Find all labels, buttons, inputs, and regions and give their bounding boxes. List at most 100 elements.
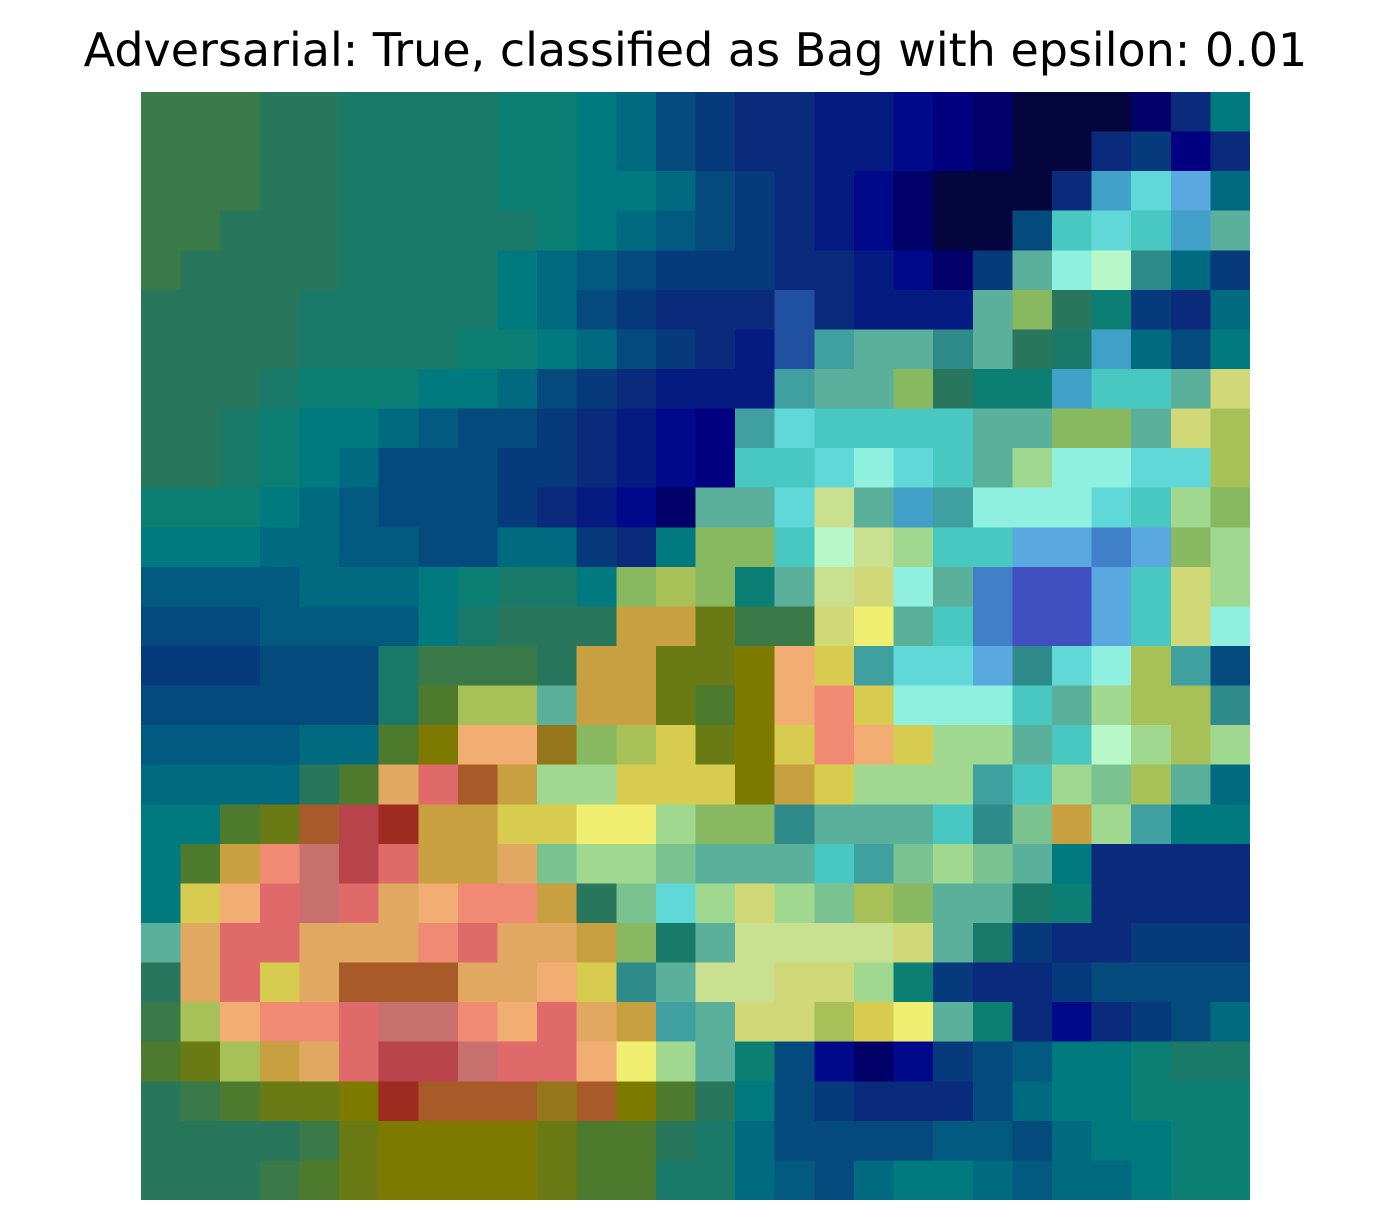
pixel-cell: [220, 567, 260, 607]
pixel-cell: [141, 527, 181, 567]
pixel-cell: [696, 725, 736, 765]
pixel-cell: [933, 250, 973, 290]
pixel-cell: [854, 1002, 894, 1042]
pixel-cell: [1171, 844, 1211, 884]
pixel-cell: [1092, 725, 1132, 765]
pixel-cell: [141, 132, 181, 172]
pixel-cell: [933, 606, 973, 646]
pixel-cell: [1210, 1002, 1250, 1042]
pixel-cell: [1092, 1042, 1132, 1082]
pixel-cell: [1092, 171, 1132, 211]
pixel-cell: [656, 132, 696, 172]
pixel-cell: [497, 804, 537, 844]
pixel-cell: [616, 211, 656, 251]
pixel-cell: [299, 369, 339, 409]
pixel-cell: [1210, 1081, 1250, 1121]
pixel-cell: [299, 804, 339, 844]
pixel-cell: [299, 844, 339, 884]
pixel-cell: [1171, 369, 1211, 409]
pixel-cell: [1052, 1042, 1092, 1082]
pixel-cell: [1131, 329, 1171, 369]
pixel-cell: [894, 1081, 934, 1121]
pixel-cell: [894, 171, 934, 211]
pixel-cell: [181, 369, 221, 409]
pixel-cell: [220, 1081, 260, 1121]
pixel-cell: [339, 171, 379, 211]
pixel-cell: [418, 686, 458, 726]
pixel-cell: [1052, 1002, 1092, 1042]
pixel-cell: [458, 804, 498, 844]
pixel-cell: [220, 1042, 260, 1082]
pixel-cell: [1012, 725, 1052, 765]
pixel-cell: [696, 369, 736, 409]
pixel-cell: [1092, 369, 1132, 409]
pixel-cell: [299, 448, 339, 488]
pixel-cell: [735, 250, 775, 290]
pixel-cell: [1131, 527, 1171, 567]
pixel-cell: [181, 329, 221, 369]
pixel-cell: [299, 527, 339, 567]
pixel-cell: [577, 1002, 617, 1042]
pixel-cell: [973, 92, 1013, 132]
pixel-cell: [616, 448, 656, 488]
pixel-cell: [735, 211, 775, 251]
pixel-cell: [537, 844, 577, 884]
pixel-cell: [696, 1002, 736, 1042]
pixel-cell: [616, 844, 656, 884]
pixel-cell: [141, 883, 181, 923]
pixel-cell: [656, 725, 696, 765]
pixel-cell: [775, 488, 815, 528]
pixel-cell: [1131, 171, 1171, 211]
pixel-cell: [260, 1160, 300, 1200]
pixel-cell: [656, 1160, 696, 1200]
pixel-cell: [577, 329, 617, 369]
pixel-cell: [141, 1081, 181, 1121]
pixel-cell: [1052, 765, 1092, 805]
pixel-cell: [577, 369, 617, 409]
pixel-cell: [1171, 567, 1211, 607]
pixel-cell: [775, 329, 815, 369]
pixelated-image: [141, 92, 1250, 1200]
pixel-cell: [181, 171, 221, 211]
pixel-cell: [260, 290, 300, 330]
pixel-cell: [458, 369, 498, 409]
pixel-cell: [616, 1042, 656, 1082]
pixel-cell: [339, 567, 379, 607]
pixel-cell: [458, 488, 498, 528]
pixel-cell: [1210, 409, 1250, 449]
pixel-cell: [379, 1042, 419, 1082]
pixel-cell: [894, 1160, 934, 1200]
pixel-cell: [141, 329, 181, 369]
pixel-cell: [1012, 290, 1052, 330]
pixel-cell: [1012, 171, 1052, 211]
pixel-cell: [260, 1121, 300, 1161]
pixel-cell: [1012, 646, 1052, 686]
pixel-cell: [577, 725, 617, 765]
pixel-cell: [537, 132, 577, 172]
pixel-cell: [577, 1042, 617, 1082]
pixel-cell: [973, 369, 1013, 409]
pixel-cell: [616, 409, 656, 449]
pixel-cell: [418, 369, 458, 409]
pixel-cell: [973, 725, 1013, 765]
pixel-cell: [775, 844, 815, 884]
pixel-cell: [656, 646, 696, 686]
pixel-cell: [141, 211, 181, 251]
pixel-cell: [418, 844, 458, 884]
pixel-cell: [299, 1121, 339, 1161]
pixel-cell: [854, 171, 894, 211]
pixel-cell: [696, 646, 736, 686]
pixel-cell: [814, 883, 854, 923]
pixel-cell: [1171, 804, 1211, 844]
pixel-cell: [141, 250, 181, 290]
pixel-cell: [814, 1042, 854, 1082]
pixel-cell: [775, 963, 815, 1003]
pixel-cell: [735, 329, 775, 369]
pixel-cell: [577, 844, 617, 884]
pixel-cell: [497, 448, 537, 488]
pixel-cell: [537, 883, 577, 923]
pixel-cell: [1092, 329, 1132, 369]
pixel-cell: [656, 765, 696, 805]
pixel-cell: [1210, 290, 1250, 330]
pixel-cell: [537, 171, 577, 211]
